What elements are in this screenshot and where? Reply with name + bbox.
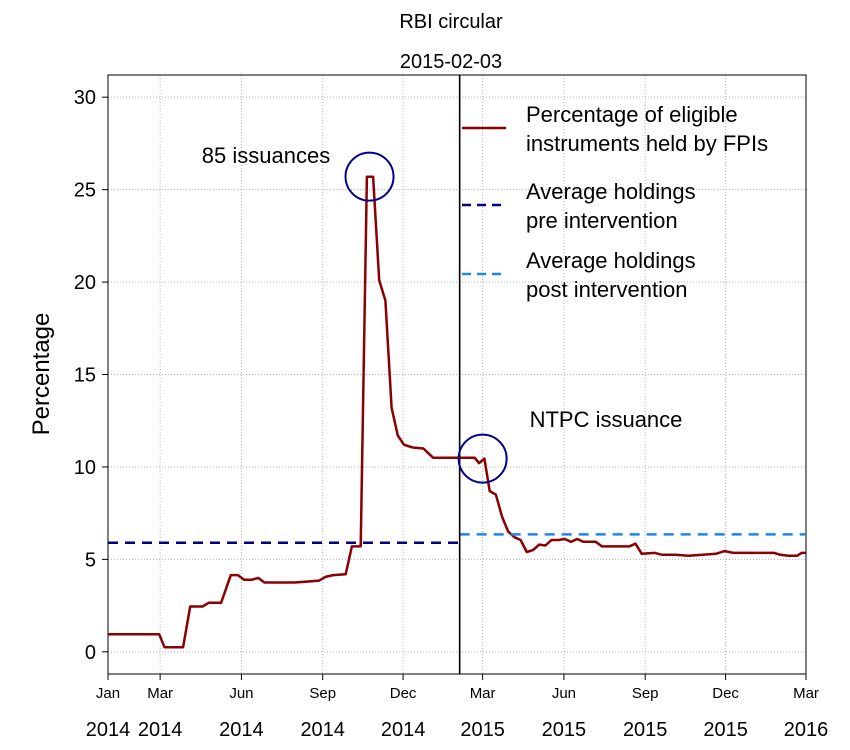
x-tick-year-label: 2014 bbox=[381, 719, 426, 741]
x-tick-year-label: 2014 bbox=[138, 719, 183, 741]
annotations: 85 issuances NTPC issuance bbox=[202, 143, 683, 484]
annotation-label: NTPC issuance bbox=[530, 407, 683, 432]
legend: Percentage of eligible instruments held b… bbox=[462, 102, 768, 302]
y-tick-label: 30 bbox=[74, 87, 96, 109]
series-group bbox=[108, 75, 806, 674]
x-tick-month-label: Sep bbox=[309, 685, 336, 702]
x-tick-month-label: Dec bbox=[712, 685, 739, 702]
chart-title: RBI circular bbox=[399, 11, 503, 33]
y-tick-label: 5 bbox=[85, 549, 96, 571]
legend-label-line1: Average holdings bbox=[526, 248, 696, 273]
x-tick-month-label: Jun bbox=[229, 685, 253, 702]
x-tick-month-label: Dec bbox=[390, 685, 417, 702]
legend-label-line1: Percentage of eligible bbox=[526, 102, 738, 127]
fpi-holdings-line bbox=[108, 175, 806, 649]
x-tick-month-label: Jan bbox=[96, 685, 120, 702]
x-tick-year-label: 2015 bbox=[703, 719, 748, 741]
y-tick-label: 10 bbox=[74, 457, 96, 479]
y-tick-label: 15 bbox=[74, 365, 96, 387]
x-tick-month-label: Jun bbox=[552, 685, 576, 702]
y-tick-label: 25 bbox=[74, 180, 96, 202]
annotation-circle bbox=[344, 151, 395, 202]
x-tick-year-label: 2014 bbox=[86, 719, 131, 741]
x-tick-year-label: 2016 bbox=[784, 719, 829, 741]
y-axis-label: Percentage bbox=[28, 313, 55, 436]
x-tick-year-label: 2015 bbox=[623, 719, 668, 741]
x-tick-year-label: 2015 bbox=[542, 719, 587, 741]
x-tick-month-label: Mar bbox=[147, 685, 173, 702]
y-ticks: 0 5 10 15 20 25 30 bbox=[74, 87, 108, 664]
legend-label-line2: instruments held by FPIs bbox=[526, 131, 768, 156]
legend-label-line2: post intervention bbox=[526, 277, 687, 302]
y-tick-label: 20 bbox=[74, 272, 96, 294]
x-ticks: Jan 2014 Mar 2014 Jun 2014 Sep 2014 Dec 2014 Mar 20… bbox=[86, 674, 829, 741]
annotation-circle bbox=[457, 433, 508, 484]
x-tick-year-label: 2015 bbox=[460, 719, 505, 741]
x-tick-year-label: 2014 bbox=[300, 719, 345, 741]
x-tick-year-label: 2014 bbox=[219, 719, 264, 741]
legend-label-line1: Average holdings bbox=[526, 179, 696, 204]
x-tick-month-label: Mar bbox=[793, 685, 819, 702]
annotation-label: 85 issuances bbox=[202, 143, 330, 168]
chart-subtitle: 2015-02-03 bbox=[400, 51, 502, 73]
y-tick-label: 0 bbox=[85, 642, 96, 664]
legend-label-line2: pre intervention bbox=[526, 208, 678, 233]
x-tick-month-label: Mar bbox=[470, 685, 496, 702]
x-tick-month-label: Sep bbox=[632, 685, 659, 702]
